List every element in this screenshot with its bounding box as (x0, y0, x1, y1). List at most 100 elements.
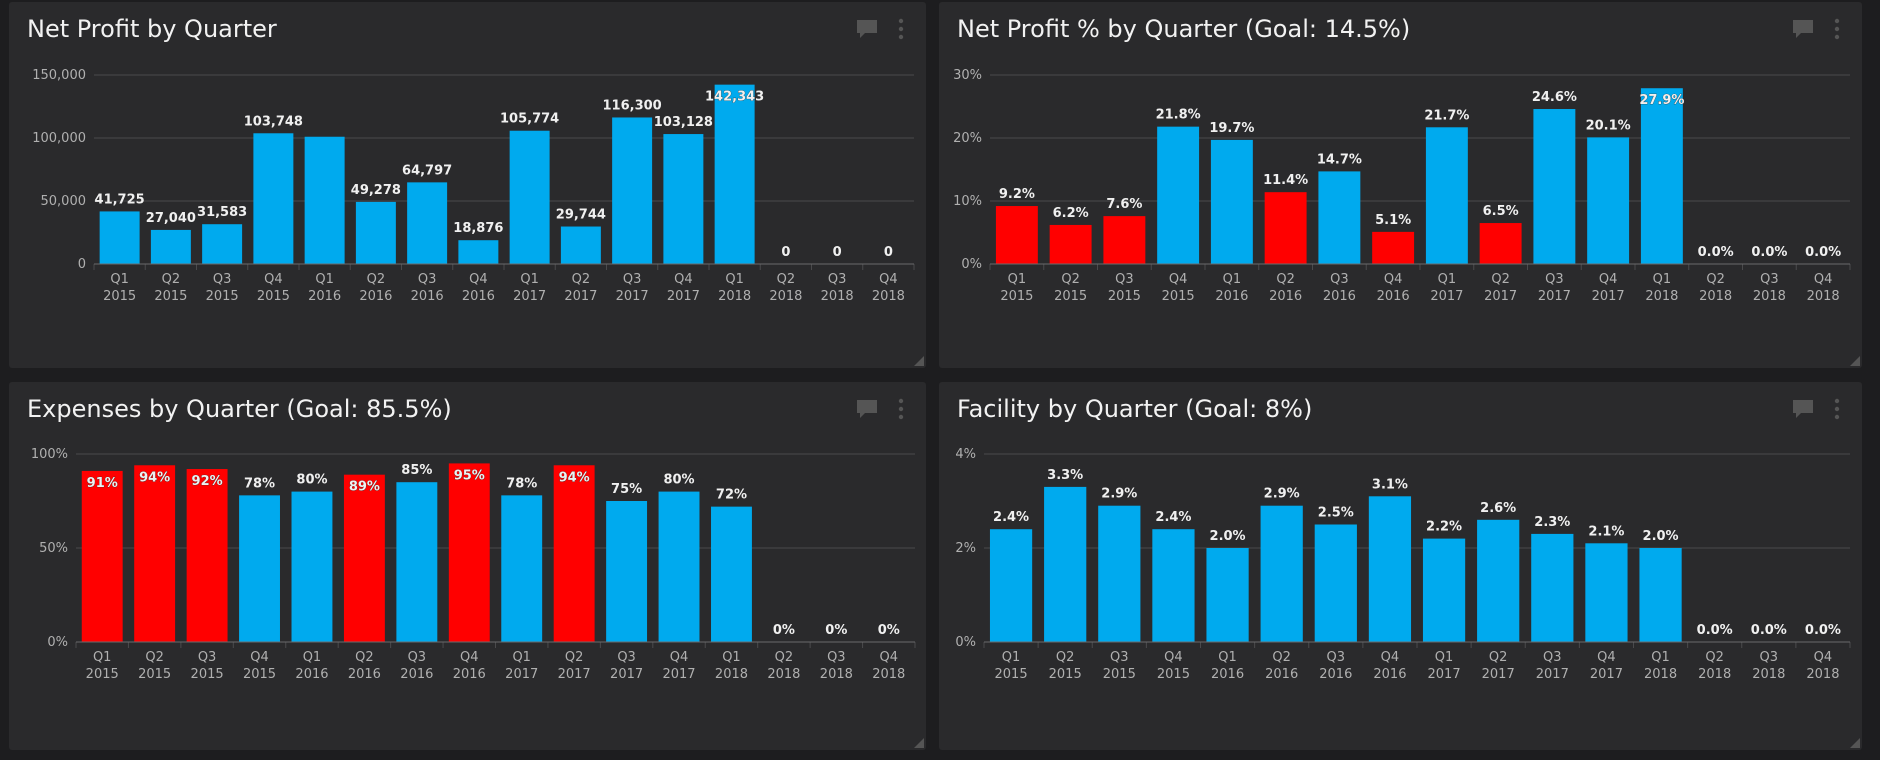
x-tick-label-quarter: Q4 (674, 272, 693, 287)
x-tick-label-year: 2016 (1211, 667, 1244, 682)
data-label: 14.7% (1317, 152, 1362, 167)
x-tick-label-year: 2017 (1538, 289, 1571, 304)
comment-icon[interactable] (1792, 19, 1814, 39)
resize-corner-icon[interactable] (1850, 738, 1860, 748)
comment-icon[interactable] (1792, 399, 1814, 419)
bar (1585, 543, 1628, 642)
net-profit-panel: Net Profit by Quarter 0 50,000 100,000 150,… (9, 2, 926, 368)
x-tick-label-year: 2016 (1373, 667, 1406, 682)
data-label: 0 (781, 245, 790, 260)
data-label: 94% (139, 470, 170, 485)
comment-icon[interactable] (856, 399, 878, 419)
bar (396, 482, 438, 642)
bar (995, 206, 1038, 264)
bar (186, 469, 228, 642)
bar (448, 463, 490, 642)
x-tick-label-quarter: Q1 (1435, 650, 1454, 665)
x-tick-label-quarter: Q1 (1218, 650, 1237, 665)
x-tick-label-quarter: Q1 (1438, 272, 1457, 287)
data-label: 3.3% (1047, 468, 1083, 483)
bar (81, 470, 123, 642)
data-label: 142,343 (705, 90, 764, 105)
x-tick-label-year: 2018 (1699, 289, 1732, 304)
resize-corner-icon[interactable] (914, 738, 924, 748)
x-tick-label-quarter: Q3 (1760, 650, 1779, 665)
x-tick-label-year: 2017 (1590, 667, 1623, 682)
x-tick-label-year: 2016 (1265, 667, 1298, 682)
bar (134, 465, 176, 642)
more-vertical-icon[interactable] (898, 18, 904, 40)
x-tick-label-quarter: Q3 (213, 272, 232, 287)
bar (1587, 137, 1630, 264)
x-tick-label-quarter: Q3 (198, 650, 217, 665)
panel-title: Net Profit by Quarter (27, 15, 277, 43)
bar (1152, 529, 1195, 642)
comment-icon[interactable] (856, 19, 878, 39)
net-profit-percent-panel: Net Profit % by Quarter (Goal: 14.5%) 0%… (939, 2, 1862, 368)
data-label: 9.2% (999, 187, 1035, 202)
x-tick-label-year: 2017 (610, 667, 643, 682)
x-tick-label-year: 2015 (1157, 667, 1190, 682)
x-tick-label-year: 2015 (1103, 667, 1136, 682)
data-label: 11.4% (1263, 173, 1308, 188)
bar (1044, 486, 1087, 642)
more-vertical-icon[interactable] (1834, 18, 1840, 40)
x-tick-label-year: 2017 (564, 289, 597, 304)
x-tick-label-quarter: Q2 (145, 650, 164, 665)
x-tick-label-year: 2016 (1215, 289, 1248, 304)
x-tick-label-quarter: Q2 (777, 272, 796, 287)
data-label: 27.9% (1639, 93, 1684, 108)
x-tick-label-year: 2018 (821, 289, 854, 304)
data-label: 80% (663, 473, 694, 488)
bar (663, 134, 704, 264)
resize-corner-icon[interactable] (1850, 356, 1860, 366)
x-tick-label-quarter: Q2 (355, 650, 374, 665)
bar (1318, 171, 1361, 264)
x-tick-label-year: 2016 (400, 667, 433, 682)
data-label: 78% (506, 476, 537, 491)
x-tick-label-quarter: Q4 (1814, 272, 1833, 287)
x-tick-label-quarter: Q3 (1327, 650, 1346, 665)
x-tick-label-year: 2016 (1323, 289, 1356, 304)
more-vertical-icon[interactable] (898, 398, 904, 420)
x-tick-label-quarter: Q3 (1110, 650, 1129, 665)
bar (1206, 548, 1249, 642)
x-tick-label-quarter: Q2 (1706, 272, 1725, 287)
x-tick-label-quarter: Q4 (670, 650, 689, 665)
x-tick-label-year: 2018 (1645, 289, 1678, 304)
x-tick-label-year: 2016 (348, 667, 381, 682)
bar (304, 136, 345, 264)
more-vertical-icon[interactable] (1834, 398, 1840, 420)
x-tick-label-quarter: Q1 (725, 272, 744, 287)
x-tick-label-year: 2017 (513, 289, 546, 304)
x-tick-label-quarter: Q2 (1705, 650, 1724, 665)
x-tick-label-year: 2017 (558, 667, 591, 682)
bar (202, 224, 243, 264)
data-label: 0.0% (1751, 245, 1787, 260)
data-label: 2.4% (993, 510, 1029, 525)
bar (1531, 533, 1574, 642)
x-tick-label-year: 2017 (1592, 289, 1625, 304)
y-tick-label: 50% (39, 541, 68, 556)
bar (1425, 127, 1468, 264)
data-label: 95% (454, 468, 485, 483)
x-tick-label-year: 2017 (1536, 667, 1569, 682)
x-tick-label-quarter: Q1 (722, 650, 741, 665)
data-label: 2.0% (1643, 529, 1679, 544)
x-tick-label-quarter: Q4 (1384, 272, 1403, 287)
x-tick-label-year: 2016 (359, 289, 392, 304)
x-tick-label-year: 2015 (191, 667, 224, 682)
x-tick-label-quarter: Q2 (1272, 650, 1291, 665)
resize-corner-icon[interactable] (914, 356, 924, 366)
x-tick-label-year: 2018 (1807, 289, 1840, 304)
data-label: 2.3% (1534, 515, 1570, 530)
data-label: 75% (611, 482, 642, 497)
data-label: 0% (773, 623, 795, 638)
panel-toolbar (856, 398, 904, 420)
data-label: 103,128 (654, 115, 713, 130)
bar (1049, 224, 1092, 264)
bar (99, 211, 140, 264)
x-tick-label-year: 2015 (1162, 289, 1195, 304)
bar (1422, 538, 1466, 642)
x-tick-label-quarter: Q4 (879, 272, 898, 287)
